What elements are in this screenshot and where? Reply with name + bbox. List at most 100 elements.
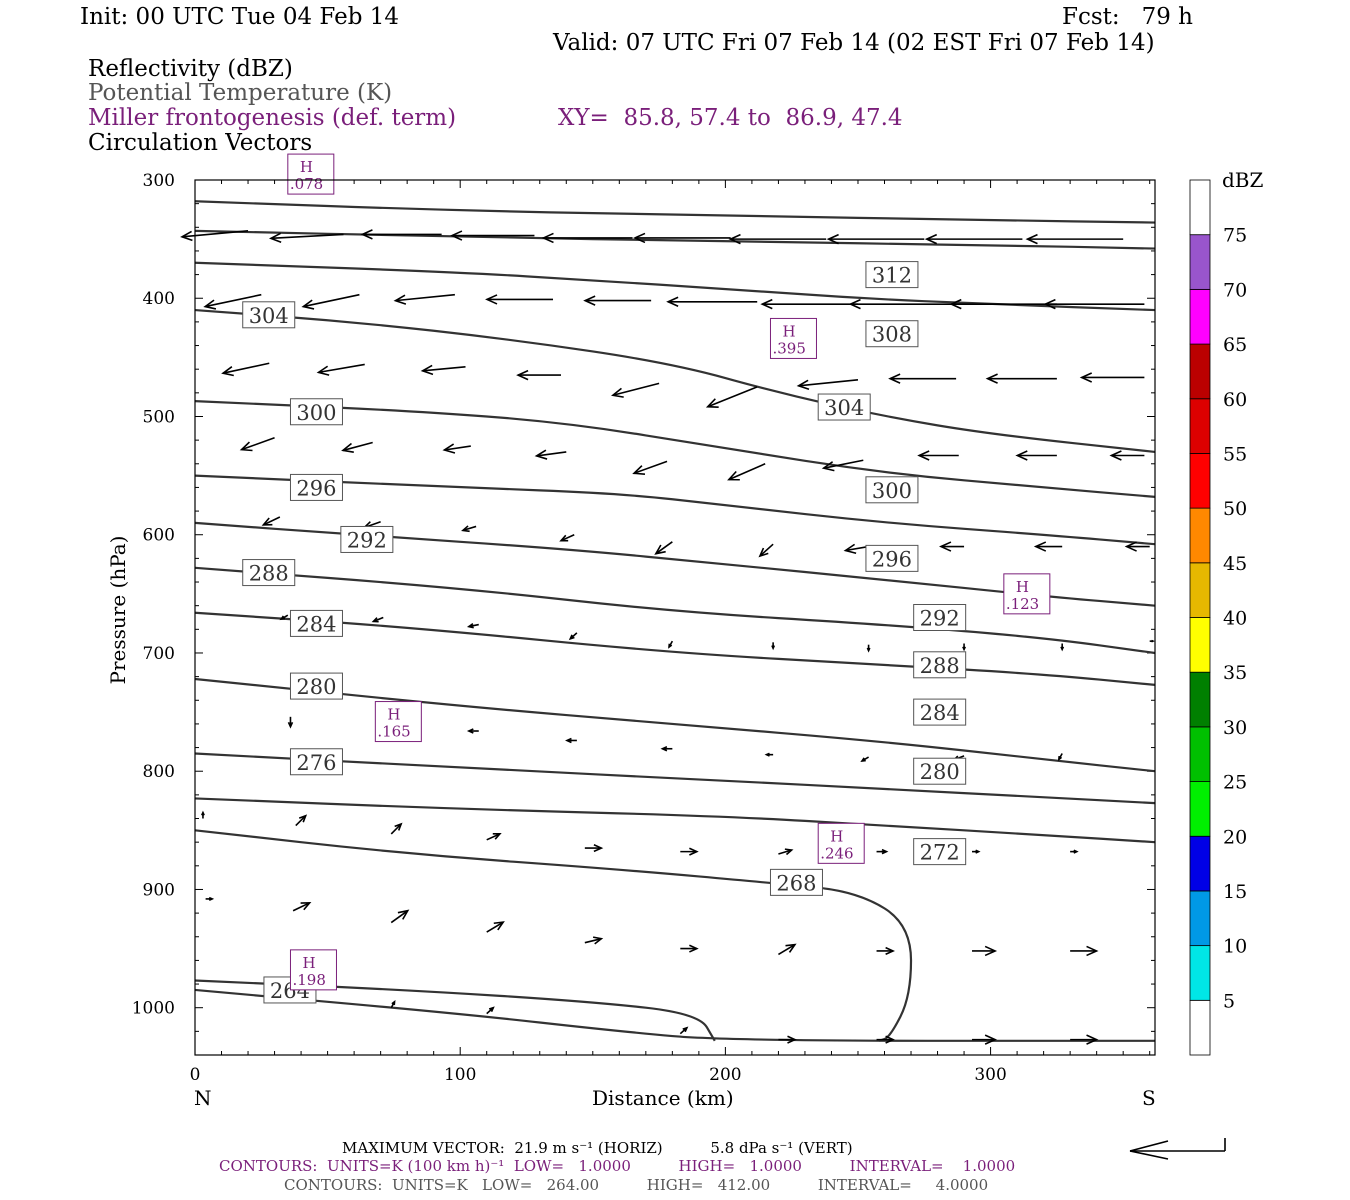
circulation-vector [559, 534, 575, 542]
svg-text:276: 276 [296, 751, 336, 775]
circulation-vector [778, 848, 794, 856]
contour-label: 308 [865, 320, 919, 348]
svg-text:308: 308 [872, 323, 912, 347]
svg-text:292: 292 [347, 528, 387, 552]
circulation-vector [764, 752, 774, 757]
contour-label: 276 [289, 748, 343, 776]
contour-label: 296 [865, 544, 919, 572]
circulation-vector [341, 441, 373, 453]
circulation-vector [1043, 298, 1145, 310]
colorbar-bin [1189, 835, 1211, 892]
valid-time: Valid: 07 UTC Fri 07 Feb 14 (02 EST Fri … [553, 30, 1155, 56]
contour-labels: 312 304 308 304 300 296 300 292 296 288 292 284 288 2… [242, 261, 967, 1004]
frontogenesis-max: H.246 [817, 822, 865, 864]
circulation-vector [239, 437, 275, 452]
colorbar-bin [1189, 945, 1211, 1001]
circulation-vector [203, 293, 262, 310]
svg-text:.078: .078 [290, 175, 323, 193]
colorbar-bin [1189, 343, 1211, 400]
svg-text:.123: .123 [1006, 595, 1039, 613]
isentrope-288 [194, 566, 1156, 655]
circulation-vector [985, 373, 1057, 384]
frontogenesis-max: H.165 [374, 701, 422, 743]
circulation-vector [180, 230, 249, 242]
contour-label: 300 [289, 398, 343, 426]
svg-text:304: 304 [824, 396, 864, 420]
colorbar-bin [1189, 671, 1211, 728]
colorbar-bin [1189, 179, 1211, 236]
circulation-vector [771, 642, 776, 651]
isentrope-272 [194, 797, 1156, 844]
svg-text:268: 268 [776, 871, 816, 895]
circulation-vector [1025, 233, 1124, 245]
circulation-vector [680, 847, 699, 856]
isentrope-308 [194, 261, 1156, 312]
circulation-vector [390, 1000, 396, 1009]
contour-label: 312 [865, 261, 919, 289]
circulation-vector [442, 443, 471, 454]
circulation-vector [461, 525, 477, 533]
reflectivity-colorbar: 5 10 15 20 25 30 35 40 45 50 55 60 65 70 75 [1189, 179, 1247, 1056]
colorbar-bin [1189, 562, 1211, 618]
circulation-vector [860, 756, 870, 762]
circulation-vector [292, 901, 312, 912]
y-tick-label: 900 [143, 880, 175, 900]
contour-label: 292 [340, 525, 394, 553]
circulation-vector [778, 1035, 797, 1044]
y-tick-label: 700 [143, 644, 175, 664]
circulation-vector [611, 382, 660, 398]
svg-text:288: 288 [249, 562, 289, 586]
circulation-vectors [180, 229, 1155, 1045]
contour-label: 284 [289, 609, 343, 637]
circulation-vector [466, 728, 479, 734]
circulation-vector [201, 810, 205, 819]
frontogenesis-max: H.198 [289, 949, 337, 991]
svg-text:.165: .165 [377, 723, 410, 741]
circulation-vector [972, 945, 998, 957]
colorbar-label: 10 [1223, 936, 1247, 958]
field-potential-temperature: Potential Temperature (K) [88, 80, 393, 106]
contour-label: 284 [913, 698, 967, 726]
frontogenesis-max: H.123 [1003, 573, 1051, 615]
circulation-vector [1033, 541, 1063, 552]
contour-label: 296 [289, 473, 343, 501]
circulation-vector [1070, 1034, 1099, 1045]
circulation-vector [633, 232, 731, 244]
svg-text:292: 292 [920, 607, 960, 631]
circulation-vector [393, 293, 455, 305]
isentrope-312 [194, 200, 1156, 224]
contour-label: 288 [913, 651, 967, 679]
circulation-vector [728, 233, 827, 245]
svg-text:H: H [830, 827, 843, 845]
isentrope-260 [194, 988, 1155, 1042]
isentrope-292 [194, 521, 1156, 607]
circulation-vector [485, 294, 554, 305]
circulation-vector [486, 1006, 495, 1015]
circulation-vector [534, 449, 567, 460]
colorbar-label: 30 [1223, 717, 1247, 739]
circulation-vector [205, 896, 215, 901]
circulation-vector [1109, 450, 1145, 461]
svg-text:.198: .198 [292, 971, 325, 989]
colorbar-bin [1189, 999, 1211, 1056]
svg-text:280: 280 [920, 760, 960, 784]
circulation-vector [486, 921, 505, 933]
x-end-north: N [194, 1086, 212, 1110]
colorbar-label: 20 [1223, 826, 1247, 848]
circulation-vector [486, 833, 502, 841]
circulation-vector [583, 295, 652, 306]
svg-text:H: H [1016, 578, 1029, 596]
circulation-vector [279, 614, 289, 621]
circulation-vector [888, 373, 957, 384]
colorbar-title: dBZ [1222, 168, 1264, 192]
svg-text:296: 296 [872, 547, 912, 571]
svg-text:H: H [387, 706, 400, 724]
svg-text:300: 300 [872, 479, 912, 503]
colorbar-label: 25 [1223, 772, 1247, 794]
circulation-vector [924, 233, 1023, 245]
circulation-vector [1079, 372, 1145, 383]
circulation-vector [584, 936, 604, 945]
max-vector-info: MAXIMUM VECTOR: 21.9 m s⁻¹ (HORIZ) 5.8 d… [342, 1139, 853, 1157]
y-tick-label: 800 [143, 762, 175, 782]
